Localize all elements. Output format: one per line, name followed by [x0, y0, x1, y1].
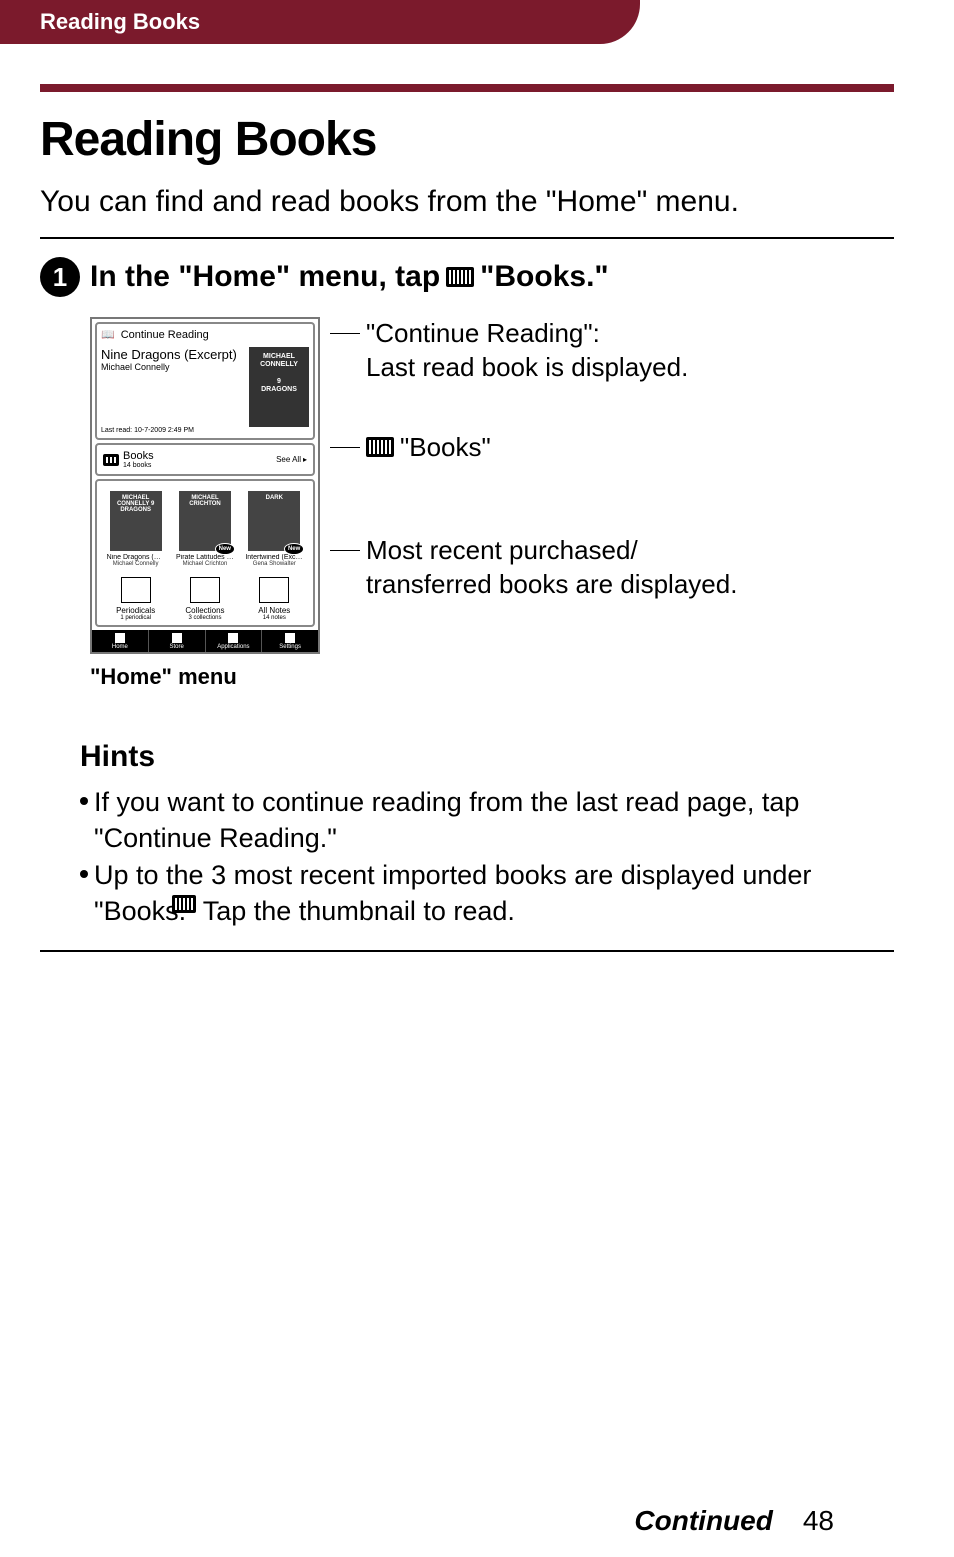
continue-cover: MICHAEL CONNELLY 9 DRAGONS: [249, 347, 309, 427]
continue-reading-label: Continue Reading: [121, 329, 209, 341]
continue-reading-section[interactable]: 📖 Continue Reading MICHAEL CONNELLY 9 DR…: [95, 322, 315, 440]
home-icon: [115, 633, 125, 643]
book-cover: DARKNew: [248, 491, 300, 551]
chevron-right-icon: ▸: [303, 455, 307, 464]
collections-icon: [190, 577, 220, 603]
books-icon: [172, 895, 196, 913]
notes-icon: [259, 577, 289, 603]
all-notes-button[interactable]: All Notes 14 notes: [244, 577, 304, 621]
see-all-link[interactable]: See All: [276, 455, 301, 464]
grid-sub: 1 periodical: [106, 615, 166, 621]
apps-icon: [228, 633, 238, 643]
open-book-icon: 📖: [101, 328, 115, 341]
continued-label: Continued: [634, 1505, 772, 1537]
book-thumb[interactable]: MICHAEL CONNELLY 9 DRAGONS Nine Dragons …: [107, 491, 165, 567]
section-rule-bottom: [40, 950, 894, 952]
book-thumb-title: Intertwined (Excer...: [245, 554, 303, 561]
books-bar-label: Books: [123, 450, 154, 462]
step-1: 1 In the "Home" menu, tap "Books.": [40, 257, 894, 297]
leader-line: [330, 333, 360, 334]
collections-button[interactable]: Collections 3 collections: [175, 577, 235, 621]
device-caption: "Home" menu: [90, 664, 894, 690]
annotation-recent: Most recent purchased/ transferred books…: [366, 534, 737, 602]
store-icon: [172, 633, 182, 643]
book-thumb-author: Michael Crichton: [176, 561, 234, 567]
leader-line: [330, 447, 360, 448]
grid-label: Periodicals: [106, 606, 166, 615]
book-thumb-author: Gena Showalter: [245, 561, 303, 567]
book-thumb[interactable]: MICHAEL CRICHTONNew Pirate Latitudes (..…: [176, 491, 234, 567]
periodicals-button[interactable]: Periodicals 1 periodical: [106, 577, 166, 621]
periodicals-icon: [121, 577, 151, 603]
bullet-icon: [80, 797, 88, 805]
recent-books-section: MICHAEL CONNELLY 9 DRAGONS Nine Dragons …: [95, 479, 315, 627]
book-cover: MICHAEL CONNELLY 9 DRAGONS: [110, 491, 162, 551]
hints-title: Hints: [80, 740, 894, 774]
nav-settings[interactable]: Settings: [262, 630, 318, 652]
book-thumb-title: Pirate Latitudes (...: [176, 554, 234, 561]
hint-item: Up to the 3 most recent imported books a…: [80, 857, 894, 930]
leader-line: [330, 550, 360, 551]
hints-section: Hints If you want to continue reading fr…: [80, 740, 894, 930]
header-bar: Reading Books: [0, 0, 640, 44]
continue-lastread: Last read: 10-7-2009 2:49 PM: [101, 427, 309, 434]
bullet-icon: [80, 870, 88, 878]
grid-label: Collections: [175, 606, 235, 615]
books-icon: [103, 454, 119, 466]
nav-home[interactable]: Home: [92, 630, 149, 652]
settings-icon: [285, 633, 295, 643]
device-bottom-bar: Home Store Applications Settings: [92, 630, 318, 652]
step-text-after: "Books.": [480, 260, 608, 294]
book-thumb[interactable]: DARKNew Intertwined (Excer... Gena Showa…: [245, 491, 303, 567]
new-badge: New: [215, 543, 235, 555]
book-cover: MICHAEL CRICHTONNew: [179, 491, 231, 551]
nav-store[interactable]: Store: [149, 630, 206, 652]
hint-text: If you want to continue reading from the…: [94, 784, 894, 857]
section-rule-top: [40, 237, 894, 239]
books-icon: [366, 437, 394, 457]
page-title: Reading Books: [40, 112, 894, 167]
books-icon: [446, 267, 474, 287]
step-text-before: In the "Home" menu, tap: [90, 260, 440, 294]
grid-label: All Notes: [244, 606, 304, 615]
nav-applications[interactable]: Applications: [206, 630, 263, 652]
book-thumb-author: Michael Connelly: [107, 561, 165, 567]
step-number-badge: 1: [40, 257, 80, 297]
page-number: 48: [803, 1505, 834, 1537]
books-bar-count: 14 books: [123, 462, 154, 469]
grid-sub: 3 collections: [175, 615, 235, 621]
page-footer: Continued 48: [0, 1485, 954, 1557]
device-mockup: 📖 Continue Reading MICHAEL CONNELLY 9 DR…: [90, 317, 320, 654]
intro-text: You can find and read books from the "Ho…: [40, 185, 894, 219]
annotation-books: "Books": [400, 431, 491, 465]
hint-item: If you want to continue reading from the…: [80, 784, 894, 857]
annotation-continue-reading: "Continue Reading": Last read book is di…: [366, 317, 688, 385]
hint-text: Up to the 3 most recent imported books a…: [94, 857, 894, 930]
title-rule: [40, 84, 894, 92]
grid-sub: 14 notes: [244, 615, 304, 621]
books-bar[interactable]: Books 14 books See All ▸: [95, 443, 315, 476]
book-thumb-title: Nine Dragons (Ex...: [107, 554, 165, 561]
breadcrumb: Reading Books: [40, 9, 200, 35]
